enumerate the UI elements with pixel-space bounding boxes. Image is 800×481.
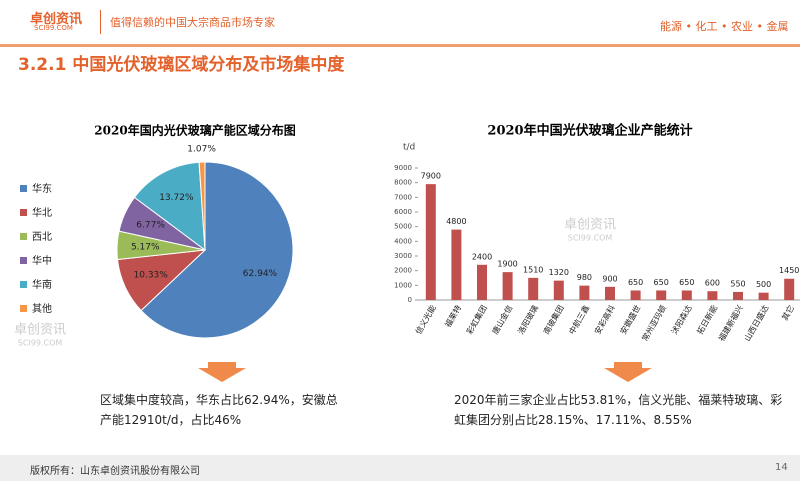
legend-label: 华北 — [32, 206, 52, 219]
legend-swatch — [20, 185, 27, 192]
data-label: 13.72% — [159, 193, 194, 203]
legend-swatch — [20, 233, 27, 240]
data-label: 2400 — [472, 252, 492, 261]
bar — [784, 278, 795, 300]
arrow — [604, 362, 652, 382]
nav-sep: • — [717, 20, 731, 33]
bar — [553, 280, 564, 300]
watermark: 卓创资讯 — [564, 218, 616, 233]
header: 卓创资讯 SCI99.COM 值得信赖的中国大宗商品市场专家 能源 • 化工 •… — [0, 0, 800, 47]
tagline: 值得信赖的中国大宗商品市场专家 — [110, 16, 275, 29]
legend-label: 西北 — [32, 231, 52, 243]
bar — [425, 184, 436, 300]
logo: 卓创资讯 — [30, 12, 83, 27]
nav-sep: • — [752, 20, 767, 33]
bar — [605, 286, 615, 300]
data-label: 1.07% — [187, 144, 216, 154]
legend-swatch — [20, 305, 27, 312]
y-tick-label: 9000 — [394, 164, 412, 172]
nav-item[interactable]: 农业 — [730, 20, 753, 33]
y-tick-label: 1000 — [394, 281, 412, 289]
bar — [451, 229, 462, 300]
arrow — [198, 362, 246, 382]
watermark: 卓创资讯 — [14, 323, 66, 338]
y-tick-label: 0 — [408, 296, 412, 304]
data-label: 650 — [679, 278, 694, 287]
nav: 能源 • 化工 • 农业 • 金属 — [660, 18, 788, 34]
legend-label: 华南 — [32, 278, 52, 291]
data-label: 62.94% — [243, 269, 278, 279]
logo-site: SCI99.COM — [34, 24, 73, 32]
y-tick-label: 6000 — [394, 208, 412, 216]
data-label: 980 — [577, 273, 592, 282]
data-label: 550 — [730, 279, 745, 288]
y-axis-label: t/d — [403, 143, 415, 153]
nav-item[interactable]: 能源 — [660, 20, 682, 33]
legend-swatch — [20, 281, 27, 288]
data-label: 650 — [628, 278, 643, 287]
data-label: 4800 — [446, 217, 466, 226]
data-label: 900 — [602, 274, 617, 283]
pie-slice — [133, 161, 206, 252]
y-tick-label: 5000 — [394, 223, 412, 231]
chart-title: 2020年国内光伏玻璃产能区域分布图 — [94, 123, 295, 138]
nav-item[interactable]: 金属 — [766, 20, 789, 33]
data-label: 10.33% — [134, 271, 169, 281]
data-label: 1450 — [779, 266, 799, 275]
bar — [733, 291, 743, 300]
page-number: 14 — [775, 462, 788, 473]
note: 2020年前三家企业占比53.81%，信义光能、福莱特玻璃、彩虹集团分别占比28… — [454, 393, 783, 427]
bar — [502, 272, 513, 300]
copyright: 版权所有：山东卓创资讯股份有限公司 — [30, 466, 200, 477]
legend-label: 其他 — [32, 302, 52, 315]
bar — [477, 264, 487, 300]
section-title: 3.2.1 中国光伏玻璃区域分布及市场集中度 — [18, 55, 345, 75]
note: 区域集中度较高，华东占比62.94%，安徽总产能12910t/d，占比46% — [100, 393, 338, 427]
footer: 版权所有：山东卓创资讯股份有限公司 14 — [0, 455, 800, 481]
data-label: 1320 — [549, 268, 569, 277]
data-label: 500 — [756, 280, 771, 289]
bar — [758, 292, 769, 300]
data-label: 600 — [705, 279, 720, 288]
data-label: 5.17% — [131, 242, 160, 252]
y-tick-label: 4000 — [394, 237, 412, 245]
legend-label: 华中 — [32, 254, 52, 267]
nav-sep: • — [682, 20, 696, 33]
bar — [579, 285, 590, 300]
y-tick-label: 2000 — [394, 267, 412, 275]
data-label: 1510 — [523, 265, 543, 274]
data-label: 1900 — [497, 260, 517, 269]
pie-slice — [198, 161, 206, 251]
bar — [681, 290, 692, 300]
y-tick-label: 3000 — [394, 252, 412, 260]
divider — [100, 10, 101, 34]
bar — [630, 290, 641, 300]
watermark: SCI99.COM — [18, 339, 63, 348]
data-label: 6.77% — [136, 221, 165, 231]
chart-title: 2020年中国光伏玻璃企业产能统计 — [487, 123, 692, 139]
watermark: SCI99.COM — [568, 234, 613, 243]
bar — [528, 277, 539, 300]
data-label: 7900 — [421, 172, 441, 181]
legend-label: 华东 — [32, 182, 52, 195]
y-tick-label: 7000 — [394, 193, 412, 201]
data-label: 650 — [654, 278, 669, 287]
legend-swatch — [20, 257, 27, 264]
nav-item[interactable]: 化工 — [695, 20, 718, 33]
bar — [656, 290, 667, 300]
pie-slice — [140, 161, 294, 339]
y-tick-label: 8000 — [394, 179, 412, 187]
bar — [707, 291, 718, 300]
legend-swatch — [20, 209, 27, 216]
